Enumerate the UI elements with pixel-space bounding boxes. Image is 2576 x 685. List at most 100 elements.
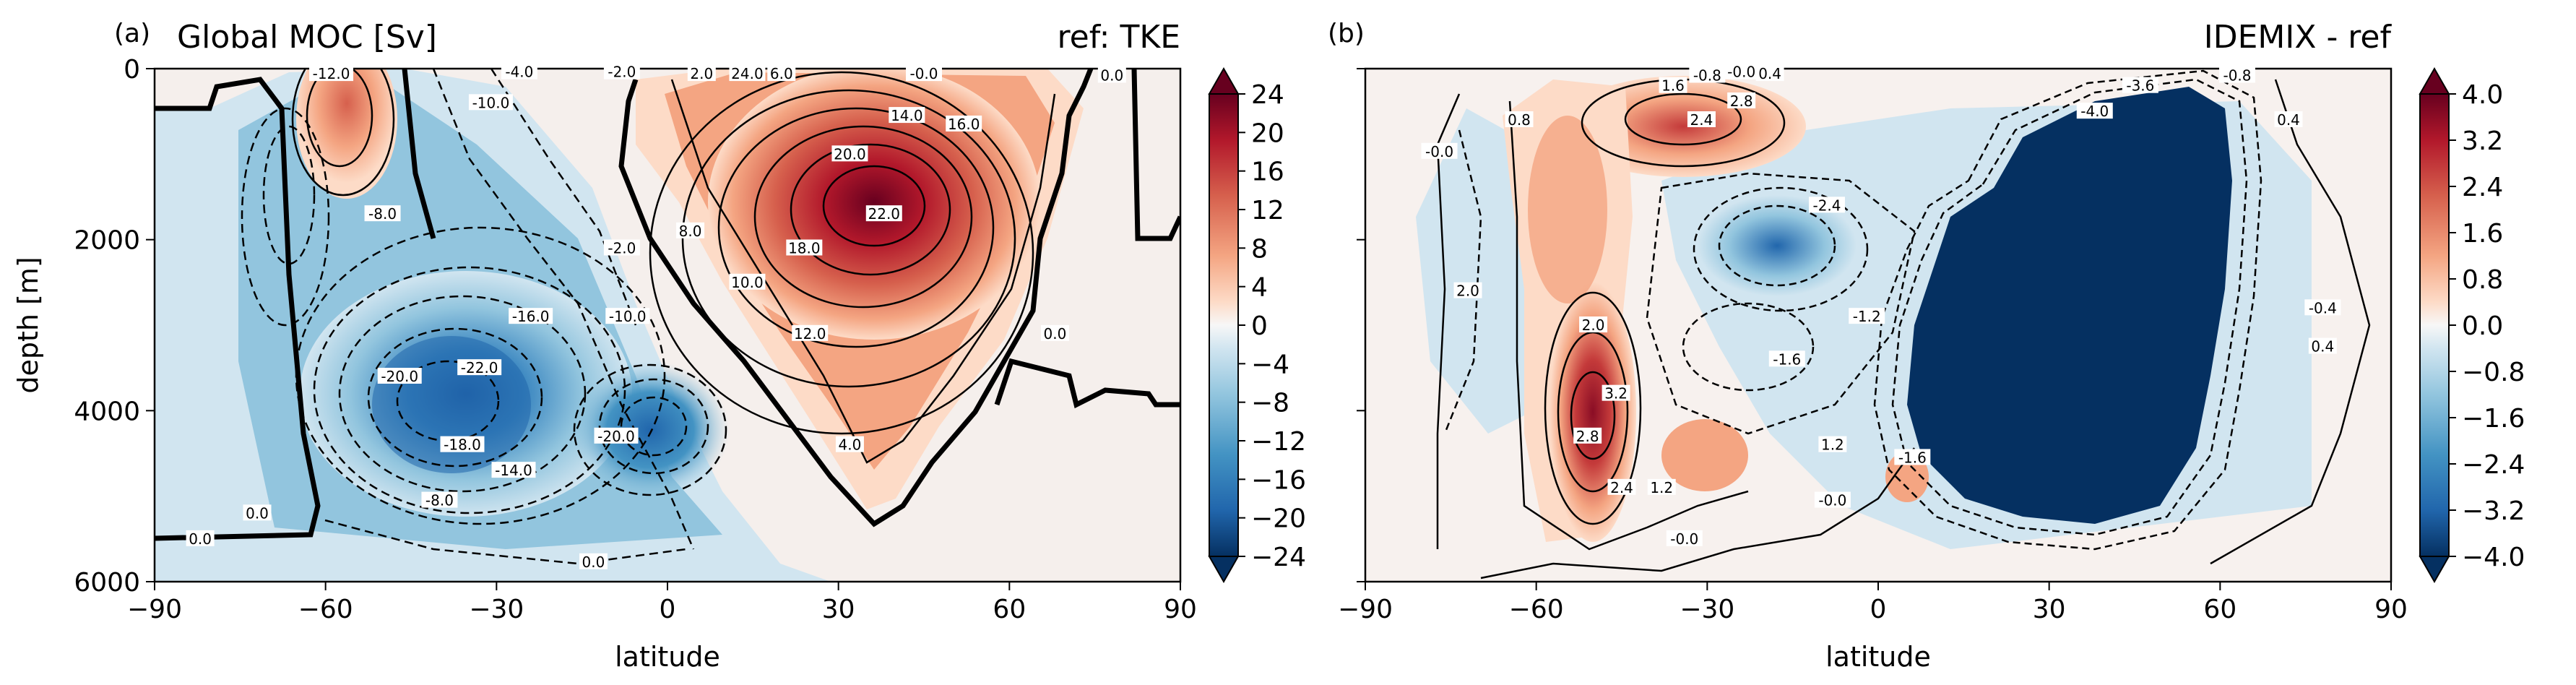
panel-a-contour-label-bg	[729, 273, 766, 290]
panel-a-contour-label: 14.0	[891, 107, 923, 124]
panel-a-contour-label-bg	[186, 530, 215, 546]
panel-a-colorbar-tick-label: 8	[1251, 234, 1268, 264]
panel-a-subtitle: ref: TKE	[1058, 19, 1180, 56]
panel-b-contour-label: 2.0	[1456, 283, 1479, 300]
panel-a-contour-label-bg	[605, 308, 650, 324]
panel-b-contour-label-bg	[1421, 142, 1458, 159]
panel-a-contour-label: -4.0	[505, 64, 533, 81]
panel-b-colorbar-tick-label: 0.8	[2462, 265, 2503, 295]
panel-a-contour-label: 24.0	[731, 65, 764, 82]
panel-a-y-ticks: 0 2000 4000 6000	[74, 55, 155, 598]
panel-b-field	[1365, 69, 2391, 582]
panel-a-label: (a)	[114, 19, 150, 48]
panel-b-x-tick-label: 30	[2033, 595, 2066, 624]
panel-a-contour-label-bg	[1040, 324, 1069, 341]
panel-b-x-axis-label: latitude	[1825, 641, 1931, 673]
panel-a-contour-label-bg	[243, 504, 272, 521]
panel-a-contour-label: -8.0	[368, 205, 397, 223]
panel-a-contour-label: -10.0	[609, 308, 647, 325]
panel-a-contour-label: -14.0	[495, 462, 532, 479]
panel-a-contour-label-bg	[831, 145, 868, 162]
panel-a-y-tick-label: 4000	[74, 397, 140, 426]
panel-b-contour-label: -0.0	[1670, 530, 1698, 548]
panel-b-x-tick-label: −60	[1509, 595, 1564, 624]
panel-b-colorbar-tick-label: −1.6	[2462, 404, 2525, 434]
panel-a-y-tick-label: 2000	[74, 226, 140, 256]
panel-a-x-ticks: −90 −60 −30 0 30 60 90	[127, 582, 1197, 624]
panel-a-y-tick-label: 6000	[74, 568, 140, 598]
panel-a-contour-label: -0.0	[909, 65, 938, 82]
panel-b-contour-label-bg	[1659, 77, 1687, 93]
panel-a-contour-label: 20.0	[834, 145, 866, 163]
panel-a-contour-label: 6.0	[770, 65, 793, 82]
panel-a-contour-label-bg	[906, 65, 942, 82]
panel-a-contour-label-bg	[865, 205, 902, 222]
panel-b-contour-label-bg	[1602, 384, 1630, 401]
panel-b-contour-label: 0.8	[1508, 111, 1531, 129]
panel-b-contour-label: -4.0	[2080, 103, 2109, 120]
panel-a-colorbar-tick-label: −20	[1251, 504, 1306, 534]
panel-a-colorbar-tick-label: −16	[1251, 465, 1306, 495]
panel-a-colorbar-tick-label: 20	[1251, 119, 1284, 148]
panel-a-x-tick-label: 60	[993, 595, 1026, 624]
panel-b-contour-label-bg	[1689, 66, 1726, 83]
panel-b-contour-label: -2.4	[1812, 197, 1841, 214]
panel-a-contour-label: -20.0	[381, 368, 418, 385]
panel-a-contour-label-bg	[792, 324, 829, 341]
panel-b-contour-label-bg	[2076, 103, 2113, 119]
panel-a-contour-label-bg	[579, 553, 608, 569]
panel-b-contour-label: -0.0	[1818, 492, 1846, 509]
panel-b-contour-label: 1.2	[1650, 479, 1673, 496]
panel-b-contour-label: 2.4	[1610, 479, 1633, 496]
panel-a-x-tick-label: 0	[660, 595, 676, 624]
panel-b: -0.8 -0.0 0.41.6 -3.6-0.82.42.8-4.0-0.00.8 0…	[1328, 19, 2525, 673]
panel-a-contour-label: 2.0	[690, 65, 713, 82]
panel-a-contour-label: -16.0	[512, 308, 550, 325]
panel-b-contour-label: 2.8	[1576, 428, 1599, 445]
panel-a-contour-label-bg	[594, 427, 639, 444]
panel-b-contour-label-bg	[1607, 478, 1636, 495]
panel-b-colorbar-tick-label: 4.0	[2462, 80, 2503, 110]
panel-b-contour-label-bg	[1723, 63, 1760, 79]
panel-a-contour-label-bg	[364, 205, 401, 222]
panel-b-colorbar-tick-label: 3.2	[2462, 126, 2503, 156]
panel-a-colorbar: 24 20 16 12 8 4 0 −4 −8 −12 −16 −20 −24	[1208, 66, 1306, 584]
panel-b-x-tick-label: −30	[1680, 595, 1734, 624]
panel-a-contour-label-bg	[457, 359, 502, 376]
panel-a-x-tick-label: −60	[298, 595, 353, 624]
panel-a-contour-label-bg	[687, 65, 716, 82]
panel-a-colorbar-tick-label: −4	[1251, 350, 1289, 379]
panel-a-x-tick-label: 90	[1164, 595, 1197, 624]
panel-b-contour-label: 3.2	[1604, 385, 1628, 402]
panel-a-colorbar-tick-label: −8	[1251, 389, 1289, 418]
panel-b-contour-label: 1.6	[1661, 77, 1685, 95]
panel-a-contour-label: -20.0	[597, 428, 635, 445]
panel-a-contour-label-bg	[767, 65, 796, 82]
panel-b-y-ticks	[1357, 68, 1365, 582]
panel-b-label: (b)	[1328, 19, 1365, 48]
panel-a-contour-label-bg	[603, 63, 640, 79]
panel-a-contour-labels: -12.0 -4.0 -2.0 2.0 24.0 6.0 -0.0 0.0 -10.0 14.0 1…	[186, 63, 1126, 571]
panel-a-contour-label-bg	[786, 239, 823, 256]
panel-b-colorbar-tick-label: −4.0	[2462, 543, 2525, 572]
panel-b-contour-label-bg	[1573, 427, 1602, 444]
panel-b-subtitle: IDEMIX - ref	[2204, 19, 2393, 56]
panel-a-contour-label-bg	[421, 491, 458, 508]
panel-b-colorbar: 4.0 3.2 2.4 1.6 0.8 0.0 −0.8 −1.6 −2.4 −3.2 −4.0	[2419, 66, 2525, 584]
panel-b-contour-labels: -0.8 -0.0 0.41.6 -3.6-0.82.42.8-4.0-0.00.8 0…	[1421, 63, 2341, 548]
panel-b-colorbar-tick-label: 2.4	[2462, 173, 2503, 202]
panel-b-colorbar-tick-label: −2.4	[2462, 450, 2525, 480]
panel-a-contour-label-bg	[835, 436, 864, 452]
panel-a-contour-label: -8.0	[425, 492, 454, 509]
panel-b-contour-label: -0.8	[1693, 66, 1721, 84]
panel-a-contour-label: -12.0	[313, 65, 350, 82]
panel-a-contour-label: -18.0	[444, 436, 481, 454]
panel-b-contour-label-bg	[1687, 111, 1716, 127]
panel-a-contour-label-bg	[889, 107, 925, 124]
panel-a-y-axis-label: depth [m]	[12, 257, 44, 393]
panel-b-contour-label-bg	[1579, 316, 1608, 332]
panel-b-contour-label: -0.4	[2309, 299, 2337, 316]
panel-a-contour-label: 0.0	[1100, 66, 1123, 84]
panel-b-contour-label-bg	[1768, 350, 1805, 367]
